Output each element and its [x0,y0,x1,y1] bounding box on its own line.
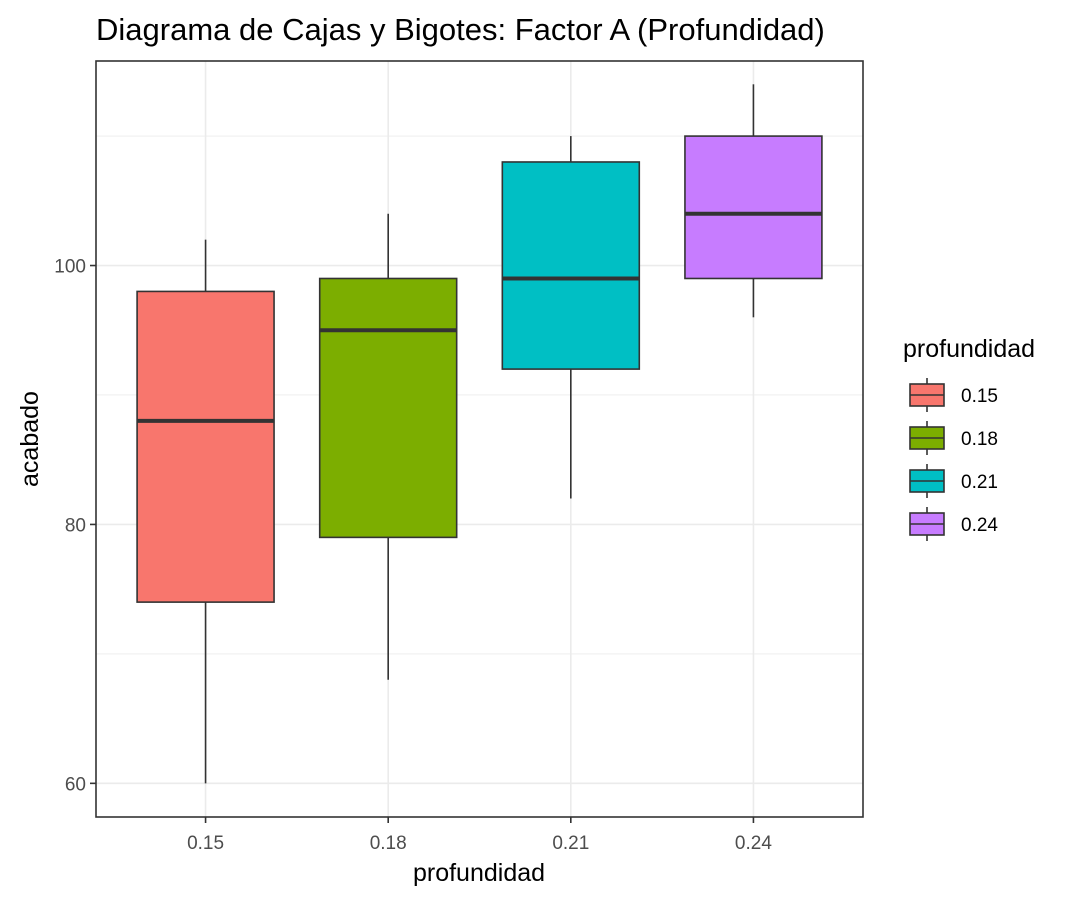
x-tick-label: 0.15 [187,833,224,854]
legend-label: 0.21 [961,472,998,493]
legend-item-0.21: 0.21 [909,464,998,498]
legend-title: profundidad [903,335,1035,363]
y-tick-label: 100 [54,257,86,278]
legend-label: 0.15 [961,386,998,407]
box [684,135,823,280]
box-group-0.18 [318,213,458,680]
box-group-0.21 [501,136,641,499]
legend-items: 0.15 0.18 0.21 0.24 [909,378,998,541]
legend-item-0.24: 0.24 [909,507,998,541]
x-axis-title: profundidad [413,859,545,887]
box-group-0.24 [684,84,823,318]
panel-border [95,60,864,818]
boxes [136,84,823,784]
y-tick-label: 60 [65,774,86,795]
x-tick-label: 0.21 [552,833,589,854]
chart-title: Diagrama de Cajas y Bigotes: Factor A (P… [96,12,825,47]
box [136,290,275,603]
legend-label: 0.18 [961,429,998,450]
box [318,277,458,539]
x-tick-label: 0.18 [370,833,407,854]
y-axis: 60 80 100 [54,257,96,795]
y-axis-title: acabado [16,391,44,487]
legend-item-0.18: 0.18 [909,421,998,455]
box [501,161,641,370]
x-axis: 0.15 0.18 0.21 0.24 [187,817,772,854]
x-tick-label: 0.24 [735,833,772,854]
legend: profundidad 0.15 0.18 0.21 0.24 [903,335,1035,541]
legend-item-0.15: 0.15 [909,378,998,412]
y-tick-label: 80 [65,515,86,536]
box-group-0.15 [136,239,275,784]
legend-label: 0.24 [961,515,998,536]
